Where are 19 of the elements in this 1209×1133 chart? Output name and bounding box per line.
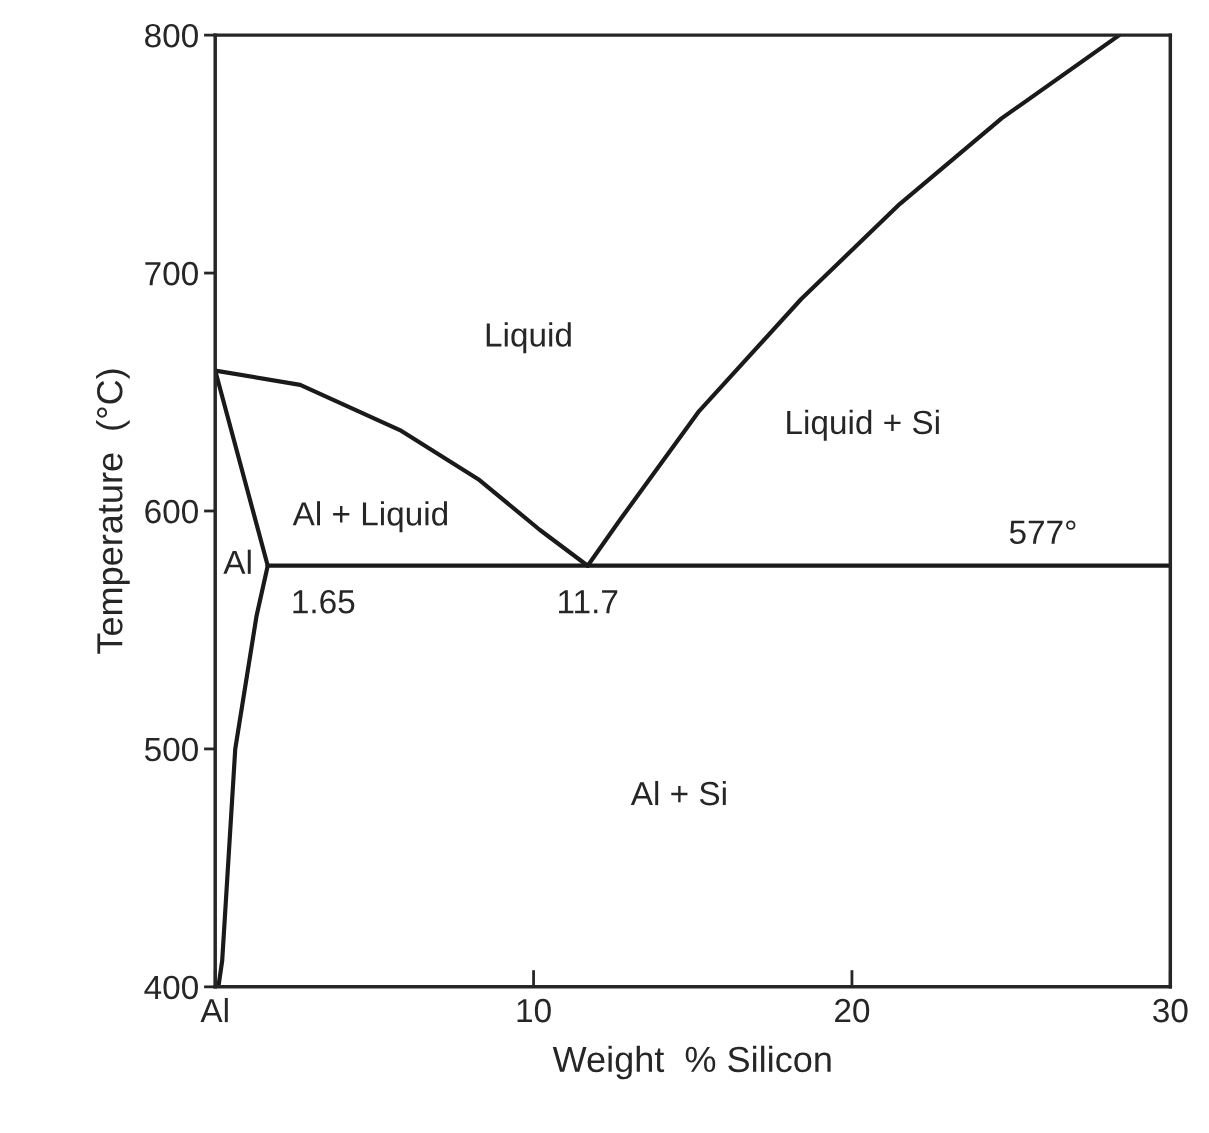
annotation: Al + Liquid [292,501,448,533]
y-axis-title: Temperature (°C) [96,369,130,654]
annotation: Al [223,549,251,574]
annotation: 577° [1009,520,1076,545]
y-tick-label: 700 [145,261,198,286]
annotation: Liquid [486,322,571,354]
y-tick-label: 800 [145,23,198,48]
x-axis-title: Weight % Silicon [552,1045,831,1080]
y-tick-label: 500 [144,737,198,762]
x-tick-label: 30 [1153,998,1188,1023]
y-tick-label: 600 [145,499,198,524]
annotation: 1.65 [293,589,355,614]
x-tick-label: 10 [517,998,551,1023]
annotation: 11.7 [559,590,618,614]
annotation: Al + Si [630,780,726,806]
y-tick-label: 400 [144,975,198,1000]
x-tick-label: 20 [835,998,870,1023]
annotation: Liquid + Si [787,409,939,441]
x-tick-label: Al [200,997,228,1023]
